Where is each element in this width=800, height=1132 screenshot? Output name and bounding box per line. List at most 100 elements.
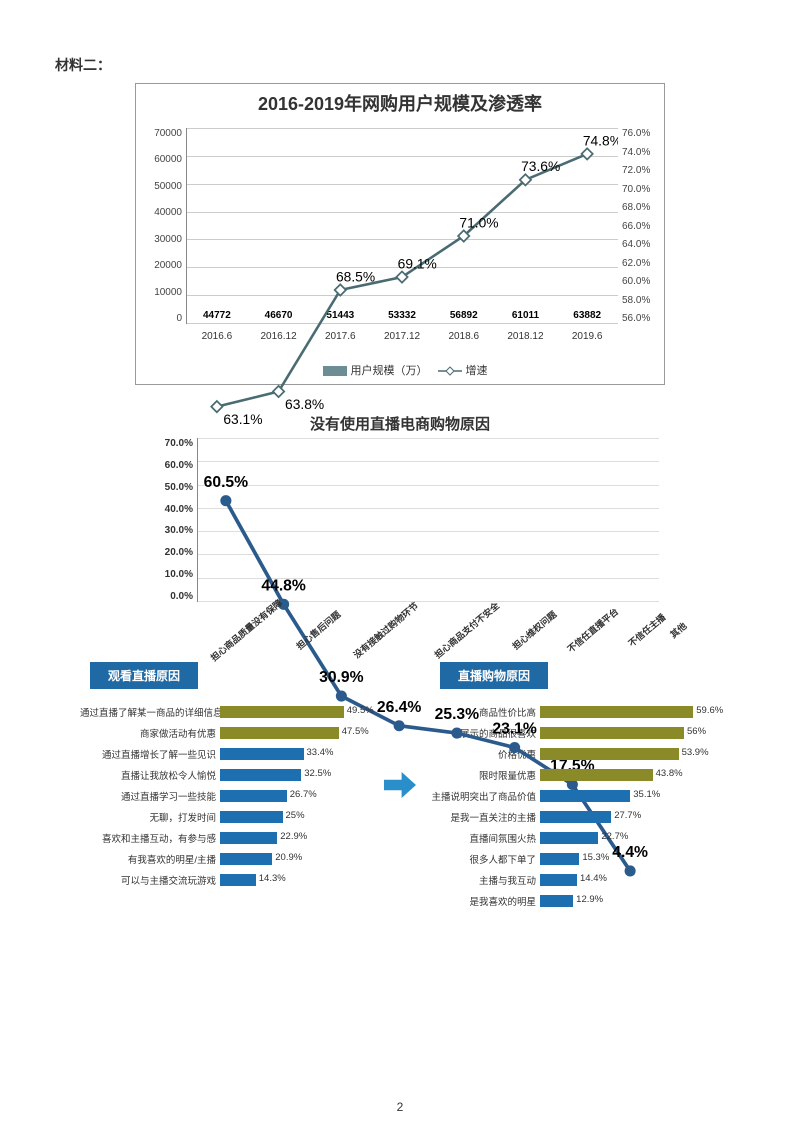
chart1-bars: 44772466705144353332568926101163882	[186, 128, 618, 324]
chart1-ytick-left: 40000	[142, 207, 182, 218]
chart1-ytick-left: 50000	[142, 181, 182, 192]
chart1-legend: 用户规模（万）增速	[136, 360, 664, 384]
chart2-ytick: 20.0%	[153, 547, 193, 558]
hbar-bar	[220, 769, 301, 781]
chart1-ytick-right: 62.0%	[622, 258, 658, 269]
hbar-barwrap: 47.5%	[220, 727, 370, 739]
hbar-barwrap: 22.7%	[540, 832, 720, 844]
chart2-value-label: 30.9%	[319, 669, 364, 686]
hbar-bar	[220, 811, 283, 823]
hbar-barwrap: 22.9%	[220, 832, 370, 844]
chart1-ytick-right: 58.0%	[622, 295, 658, 306]
chart2-line: 60.5%44.8%30.9%26.4%25.3%23.1%17.5%4.4%	[197, 438, 659, 900]
legend-swatch-line	[438, 366, 462, 376]
chart1-xtick: 2017.6	[309, 331, 371, 342]
chart1-ytick-right: 72.0%	[622, 165, 658, 176]
chart2-xaxis: 担心商品质量没有保障担心售后问题没有接触过购物环节担心商品支付不安全担心维权问题…	[197, 625, 659, 638]
chart1-ytick-right: 68.0%	[622, 202, 658, 213]
chart1-plot: 700006000050000400003000020000100000 76.…	[142, 120, 658, 360]
chart1-bar-value: 61011	[512, 310, 539, 321]
hbar-barwrap: 14.4%	[540, 874, 720, 886]
chart2-ytick: 40.0%	[153, 504, 193, 515]
hbar-bar	[220, 790, 287, 802]
chart2-ytick: 10.0%	[153, 569, 193, 580]
hbar-bar	[540, 895, 573, 907]
hbar-barwrap: 49.5%	[220, 706, 370, 718]
chart1-ytick-right: 64.0%	[622, 239, 658, 250]
hbar-value: 49.5%	[347, 705, 374, 716]
chart2-marker	[220, 495, 231, 506]
chart1-ytick-left: 10000	[142, 287, 182, 298]
hbar-value: 25%	[286, 810, 305, 821]
chart1-xtick: 2018.6	[433, 331, 495, 342]
chart1-xaxis: 2016.62016.122017.62017.122018.62018.122…	[186, 331, 618, 342]
hbar-value: 26.7%	[290, 789, 317, 800]
hbar-value: 15.3%	[582, 852, 609, 863]
chart1-marker	[211, 401, 222, 412]
hbar-value: 35.1%	[633, 789, 660, 800]
legend-label: 用户规模（万）	[351, 365, 428, 377]
hbar-bar	[540, 832, 598, 844]
chart2-marker	[394, 720, 405, 731]
chart2-marker	[336, 691, 347, 702]
hbar-barwrap: 20.9%	[220, 853, 370, 865]
hbar-barwrap: 14.3%	[220, 874, 370, 886]
hbar-value: 20.9%	[275, 852, 302, 863]
hbar-value: 56%	[687, 726, 706, 737]
chart2-marker	[451, 727, 462, 738]
chart2-title: 没有使用直播电商购物原因	[135, 413, 665, 434]
chart1-line-label: 63.8%	[285, 396, 324, 412]
hbar-bar	[540, 811, 611, 823]
chart2-ytick: 70.0%	[153, 438, 193, 449]
page-number: 2	[0, 1100, 800, 1114]
hbar-bar	[540, 748, 679, 760]
hbar-value: 53.9%	[682, 747, 709, 758]
hbar-bar	[220, 706, 344, 718]
hbar-bar	[540, 727, 684, 739]
chart1-ytick-right: 60.0%	[622, 276, 658, 287]
chart2-plot: 70.0%60.0%50.0%40.0%30.0%20.0%10.0%0.0% …	[135, 438, 665, 638]
chart1-bar-value: 63882	[573, 310, 601, 321]
chart1-ytick-left: 0	[142, 313, 182, 324]
hbar-bar	[220, 748, 304, 760]
chart1-ytick-left: 60000	[142, 154, 182, 165]
hbar-value: 14.3%	[259, 873, 286, 884]
chart1-xtick: 2018.12	[495, 331, 557, 342]
hbar-value: 32.5%	[304, 768, 331, 779]
hbar-barwrap: 43.8%	[540, 769, 720, 781]
hbar-value: 43.8%	[656, 768, 683, 779]
chart2-value-label: 25.3%	[435, 706, 480, 723]
hbar-barwrap: 26.7%	[220, 790, 370, 802]
chart2-value-label: 44.8%	[261, 577, 306, 594]
hbar-barwrap: 32.5%	[220, 769, 370, 781]
hbar-value: 27.7%	[614, 810, 641, 821]
chart1-xtick: 2017.12	[371, 331, 433, 342]
chart1-ytick-left: 20000	[142, 260, 182, 271]
chart1-ytick-right: 70.0%	[622, 184, 658, 195]
chart2-xtick: 其他	[667, 619, 689, 641]
chart1-title: 2016-2019年网购用户规模及渗透率	[136, 84, 664, 120]
hbar-barwrap: 33.4%	[220, 748, 370, 760]
chart2-ytick: 50.0%	[153, 482, 193, 493]
chart1-bar-value: 44772	[203, 310, 231, 321]
chart1-ytick-left: 70000	[142, 128, 182, 139]
chart1-ytick-right: 76.0%	[622, 128, 658, 139]
chart3-title: 观看直播原因	[90, 662, 198, 689]
hbar-barwrap: 27.7%	[540, 811, 720, 823]
hbar-bar	[540, 706, 693, 718]
hbar-value: 14.4%	[580, 873, 607, 884]
hbar-value: 59.6%	[696, 705, 723, 716]
chart3-bars: 通过直播了解某一商品的详细信息49.5%商家做活动有优惠47.5%通过直播增长了…	[80, 703, 370, 889]
hbar-barwrap: 15.3%	[540, 853, 720, 865]
chart1-yaxis-right: 76.0%74.0%72.0%70.0%68.0%66.0%64.0%62.0%…	[622, 128, 658, 324]
chart1-ytick-right: 66.0%	[622, 221, 658, 232]
chart2-value-label: 23.1%	[492, 721, 537, 738]
chart2-container: 没有使用直播电商购物原因 70.0%60.0%50.0%40.0%30.0%20…	[135, 413, 665, 638]
hbar-barwrap: 35.1%	[540, 790, 720, 802]
hbar-barwrap: 59.6%	[540, 706, 720, 718]
chart1-bar-value: 46670	[265, 310, 293, 321]
hbar-bar	[540, 853, 579, 865]
chart1-bar-value: 53332	[388, 310, 416, 321]
hbar-bar	[220, 727, 339, 739]
legend-swatch-bar	[323, 366, 347, 376]
